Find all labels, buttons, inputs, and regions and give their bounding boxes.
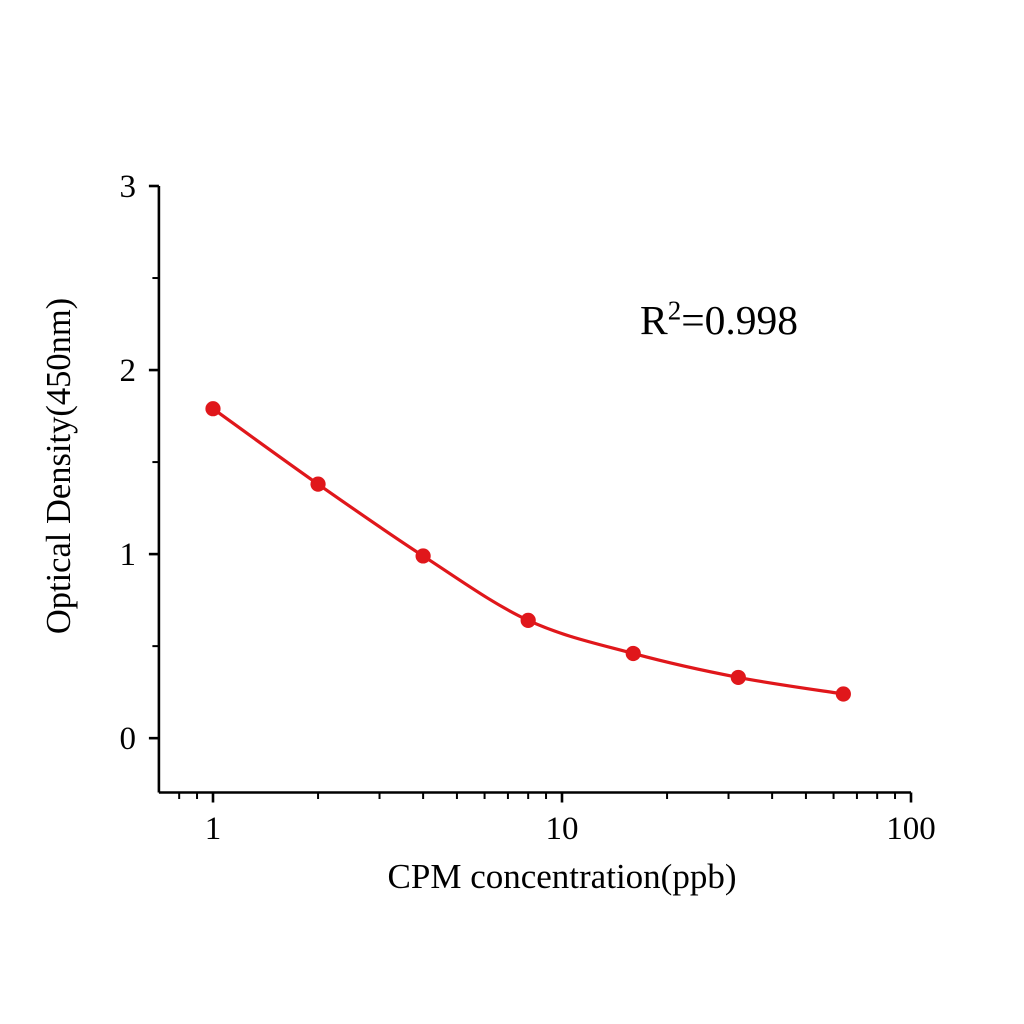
svg-text:10: 10 — [546, 811, 579, 847]
svg-text:100: 100 — [886, 811, 936, 847]
svg-text:0: 0 — [120, 721, 137, 757]
svg-text:2: 2 — [120, 353, 137, 389]
svg-text:1: 1 — [120, 537, 137, 573]
svg-text:CPM concentration(ppb): CPM concentration(ppb) — [388, 857, 737, 896]
svg-text:1: 1 — [205, 811, 222, 847]
svg-text:Optical Density(450nm): Optical Density(450nm) — [40, 298, 78, 634]
svg-text:3: 3 — [120, 169, 137, 205]
svg-text:R2=0.998: R2=0.998 — [640, 296, 798, 344]
